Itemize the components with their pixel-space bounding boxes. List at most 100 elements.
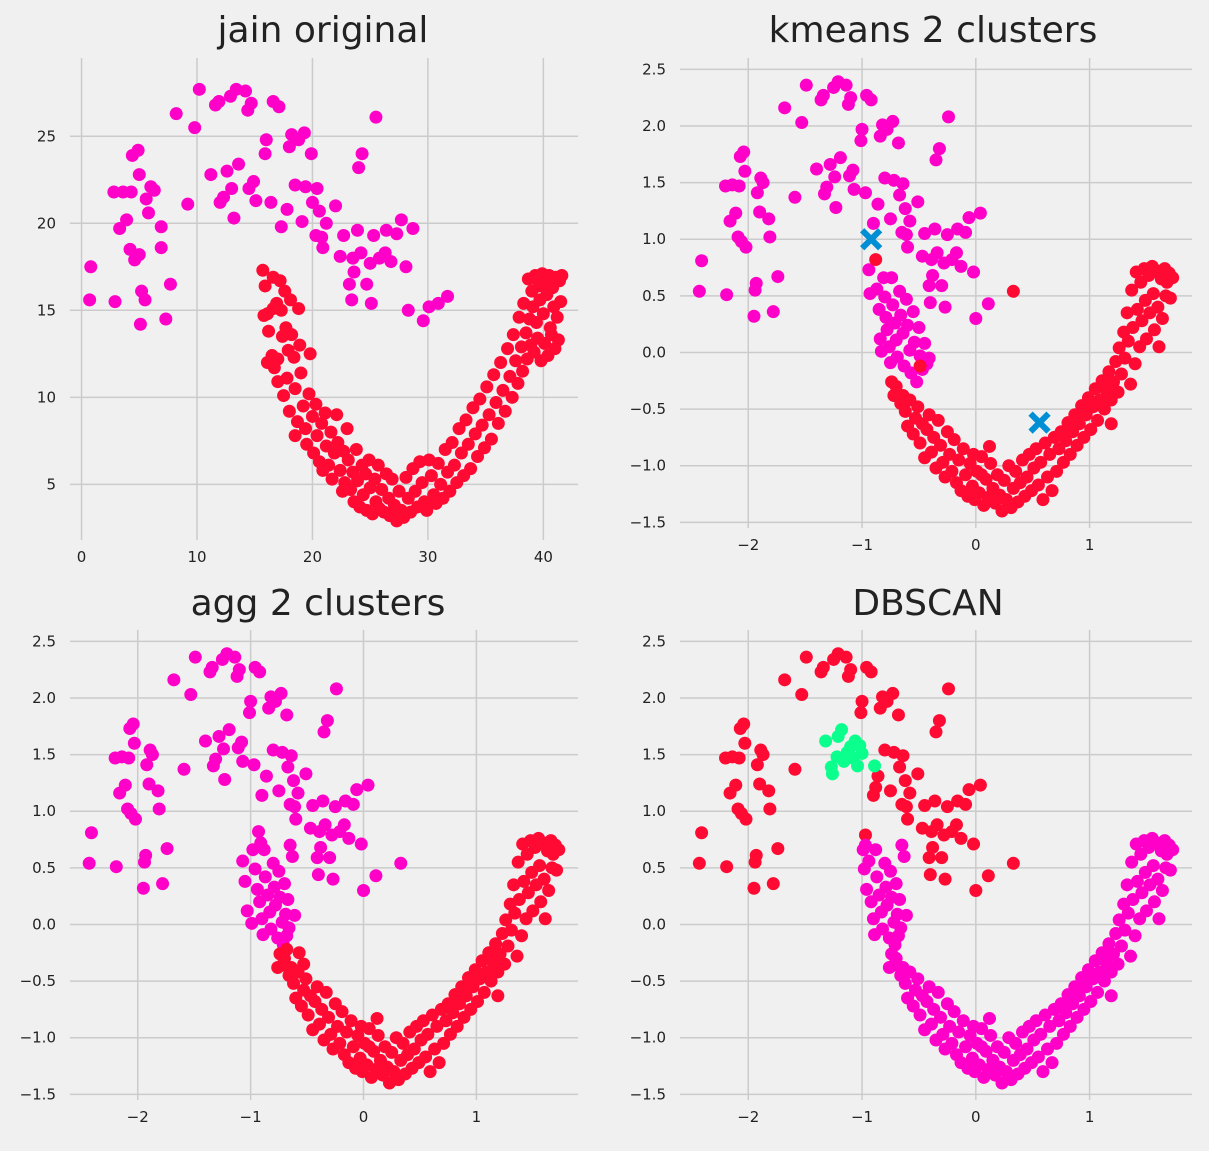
- scatter-point: [1114, 367, 1128, 381]
- scatter-point: [459, 413, 473, 427]
- scatter-point: [771, 842, 785, 856]
- scatter-point: [899, 292, 913, 306]
- scatter-point: [245, 916, 259, 930]
- scatter-point: [277, 877, 291, 891]
- scatter-point: [247, 175, 261, 189]
- scatter-point: [304, 147, 318, 161]
- y-tick-label: 1.5: [642, 746, 666, 764]
- scatter-point: [329, 199, 343, 213]
- scatter-point: [820, 180, 834, 194]
- scatter-point: [1151, 872, 1165, 886]
- scatter-point: [886, 298, 900, 312]
- scatter-point: [423, 1065, 437, 1079]
- scatter-point: [287, 350, 301, 364]
- scatter-point: [491, 416, 505, 430]
- scatter-point: [181, 197, 195, 211]
- scatter-point: [839, 650, 853, 664]
- scatter-point: [446, 1006, 460, 1020]
- scatter-point: [940, 800, 954, 814]
- scatter-point: [942, 110, 956, 124]
- scatter-point: [962, 211, 976, 225]
- scatter-point: [922, 279, 936, 293]
- scatter-point: [285, 328, 299, 342]
- scatter-point: [945, 1036, 959, 1050]
- scatter-point: [1084, 994, 1098, 1008]
- scatter-point: [899, 228, 913, 242]
- scatter-point: [294, 999, 308, 1013]
- scatter-point: [959, 1040, 973, 1054]
- scatter-point: [533, 859, 547, 873]
- scatter-point: [511, 855, 525, 869]
- scatter-point: [959, 225, 973, 239]
- scatter-point: [924, 1017, 938, 1031]
- scatter-point: [868, 759, 882, 773]
- scatter-point: [911, 767, 925, 781]
- scatter-point: [901, 812, 915, 826]
- y-tick-label: 0.0: [32, 915, 56, 933]
- scatter-point: [471, 994, 485, 1008]
- scatter-point: [136, 881, 150, 895]
- scatter-point: [342, 831, 356, 845]
- scatter-point: [445, 436, 459, 450]
- scatter-point: [287, 774, 301, 788]
- scatter-point: [846, 163, 860, 177]
- scatter-point: [306, 799, 320, 813]
- scatter-point: [281, 893, 295, 907]
- scatter-point: [512, 893, 526, 907]
- scatter-point: [299, 180, 313, 194]
- scatter-point: [1009, 1036, 1023, 1050]
- scatter-point: [923, 296, 937, 310]
- scatter-point: [322, 1010, 336, 1024]
- scatter-point: [749, 276, 763, 290]
- axis-ticks: −2 −1 0 1 −1.5 −1.0 −0.5 0.0 0.5 1.0 1.5 2.0 2.5: [630, 60, 1095, 554]
- scatter-point: [756, 748, 770, 762]
- scatter-point: [369, 869, 383, 883]
- scatter-point: [361, 778, 375, 792]
- scatter-point: [799, 78, 813, 92]
- scatter-point: [107, 185, 121, 199]
- scatter-point: [345, 293, 359, 307]
- scatter-point: [763, 230, 777, 244]
- x-tick-label: 1: [1085, 536, 1095, 554]
- scatter-point: [133, 317, 147, 331]
- axis-ticks: 0 10 20 30 40 5 10 15 20 25: [37, 127, 553, 566]
- scatter-point: [253, 665, 267, 679]
- scatter-point: [879, 880, 893, 894]
- scatter-point: [302, 387, 316, 401]
- scatter-point: [394, 856, 408, 870]
- scatter-point: [461, 437, 475, 451]
- scatter-point: [316, 241, 330, 255]
- y-tick-label: 15: [37, 301, 56, 319]
- scatter-point: [519, 326, 533, 340]
- scatter-point: [282, 140, 296, 154]
- scatter-point: [692, 856, 706, 870]
- scatter-point: [529, 315, 543, 329]
- scatter-point: [271, 352, 285, 366]
- scatter-point: [120, 213, 134, 227]
- scatter-point: [288, 178, 302, 192]
- scatter-point: [1036, 493, 1050, 507]
- scatter-point: [1151, 300, 1165, 314]
- scatter-point: [906, 999, 920, 1013]
- scatter-point: [354, 1019, 368, 1033]
- y-tick-label: 25: [37, 127, 56, 145]
- scatter-point: [294, 366, 308, 380]
- scatter-point: [509, 354, 523, 368]
- scatter-point: [1121, 334, 1135, 348]
- scatter-point: [969, 311, 983, 325]
- scatter-point: [747, 309, 761, 323]
- x-tick-label: −1: [851, 1108, 873, 1126]
- y-tick-label: 0.0: [642, 915, 666, 933]
- scatter-point: [864, 665, 878, 679]
- scatter-point: [1072, 989, 1086, 1003]
- scatter-point: [984, 1028, 998, 1042]
- scatter-point: [139, 848, 153, 862]
- scatter-point: [952, 453, 966, 467]
- x-tick-label: 0: [77, 548, 87, 566]
- scatter-point: [923, 868, 937, 882]
- scatter-point: [151, 784, 165, 798]
- scatter-point: [855, 746, 869, 760]
- scatter-point: [860, 882, 874, 896]
- scatter-point: [894, 308, 908, 322]
- scatter-point: [341, 453, 355, 467]
